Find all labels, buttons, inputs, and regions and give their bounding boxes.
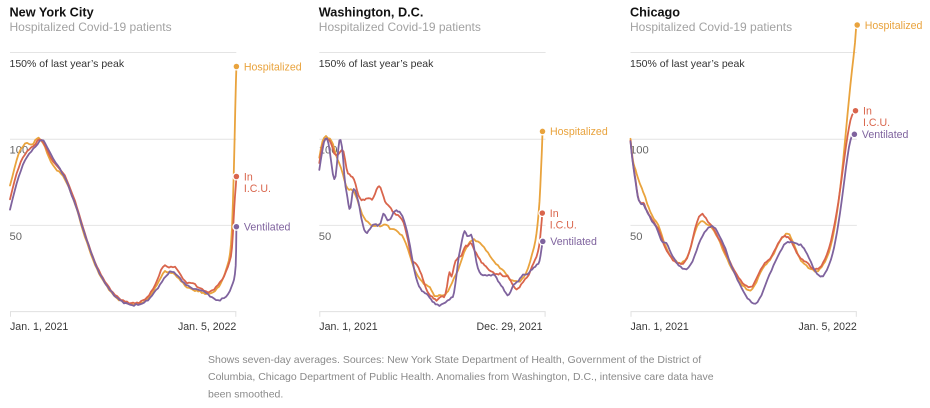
svg-text:I.C.U.: I.C.U. [244,183,271,195]
svg-text:Ventilated: Ventilated [550,236,597,248]
svg-text:100: 100 [630,145,649,157]
svg-text:Jan. 1, 2021: Jan. 1, 2021 [10,321,68,333]
svg-text:Hospitalized: Hospitalized [865,20,923,32]
svg-text:Hospitalized: Hospitalized [550,126,608,138]
svg-text:Columbia, Chicago Department o: Columbia, Chicago Department of Public H… [208,371,714,383]
svg-text:Hospitalized: Hospitalized [244,61,302,73]
svg-text:50: 50 [319,231,331,243]
svg-text:Jan. 1, 2021: Jan. 1, 2021 [319,321,377,333]
svg-text:Chicago: Chicago [630,6,680,20]
svg-text:150% of last year’s peak: 150% of last year’s peak [10,58,125,70]
svg-text:Shows seven-day averages. Sour: Shows seven-day averages. Sources: New Y… [208,354,701,366]
svg-text:Jan. 5, 2022: Jan. 5, 2022 [178,321,236,333]
svg-text:50: 50 [10,231,22,243]
svg-text:100: 100 [10,145,29,157]
svg-text:Hospitalized Covid-19 patients: Hospitalized Covid-19 patients [630,20,792,34]
svg-text:Ventilated: Ventilated [862,129,909,141]
svg-text:In: In [863,106,872,118]
svg-text:been smoothed.: been smoothed. [208,388,283,400]
svg-text:150% of last year’s peak: 150% of last year’s peak [630,58,745,70]
svg-text:In: In [550,208,559,220]
svg-text:Hospitalized Covid-19 patients: Hospitalized Covid-19 patients [319,20,481,34]
svg-text:Ventilated: Ventilated [244,222,291,234]
svg-text:I.C.U.: I.C.U. [863,117,890,129]
svg-text:Dec. 29, 2021: Dec. 29, 2021 [477,321,543,333]
svg-text:150% of last year’s peak: 150% of last year’s peak [319,58,434,70]
svg-text:In: In [244,171,253,183]
svg-text:Hospitalized Covid-19 patients: Hospitalized Covid-19 patients [10,20,172,34]
svg-text:I.C.U.: I.C.U. [550,219,577,231]
svg-text:Jan. 1, 2021: Jan. 1, 2021 [631,321,689,333]
svg-text:50: 50 [630,231,642,243]
svg-text:New York City: New York City [10,6,94,20]
svg-text:Jan. 5, 2022: Jan. 5, 2022 [798,321,856,333]
svg-text:Washington, D.C.: Washington, D.C. [319,6,424,20]
